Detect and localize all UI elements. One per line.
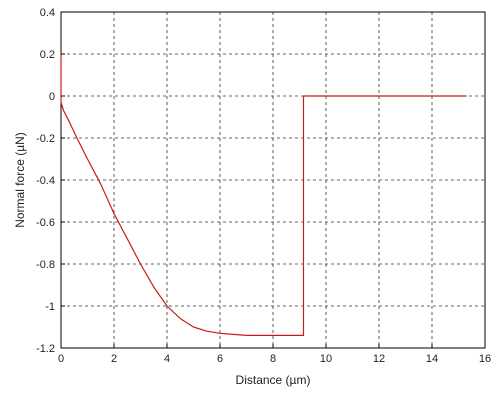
x-tick-label: 14 — [426, 353, 438, 365]
x-axis-label: Distance (µm) — [236, 373, 311, 387]
x-tick-label: 2 — [111, 353, 117, 365]
y-tick-label: -1.2 — [36, 343, 55, 355]
y-tick-label: -1 — [45, 301, 55, 313]
x-tick-label: 4 — [164, 353, 170, 365]
force-series-line — [60, 54, 467, 336]
grid — [61, 12, 485, 348]
x-tick-label: 0 — [58, 353, 64, 365]
x-tick-label: 16 — [479, 353, 491, 365]
y-tick-label: -0.8 — [36, 259, 55, 271]
tick-labels: 0 2 4 6 8 10 12 14 16 0.4 0.2 0 -0.2 -0.4 -0.6 -0.8 -1 -1… — [36, 7, 491, 365]
x-tick-label: 8 — [270, 353, 276, 365]
x-tick-label: 12 — [373, 353, 385, 365]
y-tick-label: 0 — [49, 91, 55, 103]
x-tick-label: 10 — [320, 353, 332, 365]
y-tick-label: -0.2 — [36, 133, 55, 145]
y-tick-label: 0.2 — [40, 49, 55, 61]
y-tick-label: -0.4 — [36, 175, 55, 187]
y-axis-label: Normal force (µN) — [13, 132, 27, 228]
y-tick-label: -0.6 — [36, 217, 55, 229]
y-tick-label: 0.4 — [40, 7, 55, 19]
x-tick-label: 6 — [217, 353, 223, 365]
series-layer — [60, 54, 467, 336]
